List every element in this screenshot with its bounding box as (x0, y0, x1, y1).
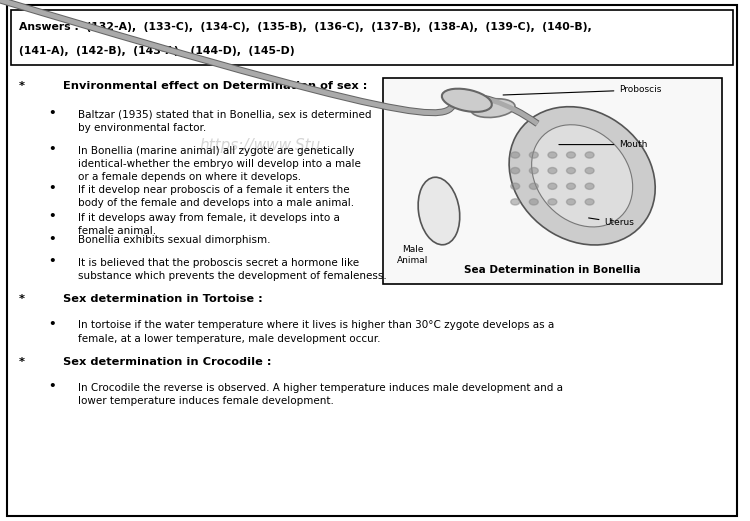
Circle shape (585, 168, 594, 173)
Circle shape (585, 199, 594, 205)
Ellipse shape (509, 107, 656, 245)
Text: In Bonellia (marine animal) all zygote are genetically
identical-whether the emb: In Bonellia (marine animal) all zygote a… (78, 146, 361, 182)
Circle shape (566, 183, 575, 189)
Circle shape (511, 199, 520, 205)
Ellipse shape (419, 177, 460, 245)
Text: Proboscis: Proboscis (503, 85, 662, 95)
Text: (141-A),  (142-B),  (143-A),  (144-D),  (145-D): (141-A), (142-B), (143-A), (144-D), (145… (19, 46, 294, 56)
Ellipse shape (532, 125, 633, 227)
FancyBboxPatch shape (383, 78, 722, 284)
Circle shape (530, 199, 538, 205)
Text: •: • (48, 210, 56, 223)
Text: •: • (48, 255, 56, 268)
Text: •: • (48, 318, 56, 331)
Circle shape (566, 168, 575, 173)
Ellipse shape (471, 98, 515, 118)
Text: •: • (48, 233, 56, 246)
Circle shape (548, 152, 556, 158)
Text: Baltzar (1935) stated that in Bonellia, sex is determined
by environmental facto: Baltzar (1935) stated that in Bonellia, … (78, 109, 371, 133)
Text: If it develops away from female, it develops into a
female animal.: If it develops away from female, it deve… (78, 213, 340, 236)
Circle shape (511, 152, 520, 158)
Circle shape (530, 168, 538, 173)
Text: *: * (19, 357, 25, 367)
Ellipse shape (442, 89, 492, 112)
Text: Mouth: Mouth (559, 140, 648, 149)
Text: Male
Animal: Male Animal (398, 245, 428, 265)
Text: •: • (48, 380, 56, 393)
Text: https://www.Stu: https://www.Stu (200, 139, 321, 153)
Circle shape (530, 152, 538, 158)
Circle shape (511, 183, 520, 189)
Circle shape (548, 199, 556, 205)
Circle shape (548, 168, 556, 173)
Circle shape (585, 183, 594, 189)
Text: Environmental effect on Determination of sex :: Environmental effect on Determination of… (63, 81, 368, 91)
Circle shape (566, 152, 575, 158)
Circle shape (511, 168, 520, 173)
Text: *: * (19, 81, 25, 91)
Text: If it develop near proboscis of a female it enters the
body of the female and de: If it develop near proboscis of a female… (78, 185, 354, 208)
Text: Answers :  (132-A),  (133-C),  (134-C),  (135-B),  (136-C),  (137-B),  (138-A), : Answers : (132-A), (133-C), (134-C), (13… (19, 22, 591, 32)
FancyBboxPatch shape (8, 5, 736, 516)
Text: Bonellia exhibits sexual dimorphism.: Bonellia exhibits sexual dimorphism. (78, 235, 271, 245)
Circle shape (585, 152, 594, 158)
Circle shape (530, 183, 538, 189)
FancyBboxPatch shape (11, 10, 733, 65)
Text: Sex determination in Crocodile :: Sex determination in Crocodile : (63, 357, 272, 367)
Circle shape (566, 199, 575, 205)
Text: Uterus: Uterus (589, 218, 634, 227)
Text: •: • (48, 143, 56, 156)
Circle shape (548, 183, 556, 189)
Text: In Crocodile the reverse is observed. A higher temperature induces male developm: In Crocodile the reverse is observed. A … (78, 383, 563, 406)
Text: •: • (48, 182, 56, 195)
Text: Sea Determination in Bonellia: Sea Determination in Bonellia (464, 265, 640, 275)
Text: *: * (19, 294, 25, 304)
Text: Sex determination in Tortoise :: Sex determination in Tortoise : (63, 294, 263, 304)
Text: In tortoise if the water temperature where it lives is higher than 30°C zygote d: In tortoise if the water temperature whe… (78, 320, 554, 344)
Text: •: • (48, 107, 56, 120)
Text: It is believed that the proboscis secret a hormone like
substance which prevents: It is believed that the proboscis secret… (78, 258, 387, 281)
